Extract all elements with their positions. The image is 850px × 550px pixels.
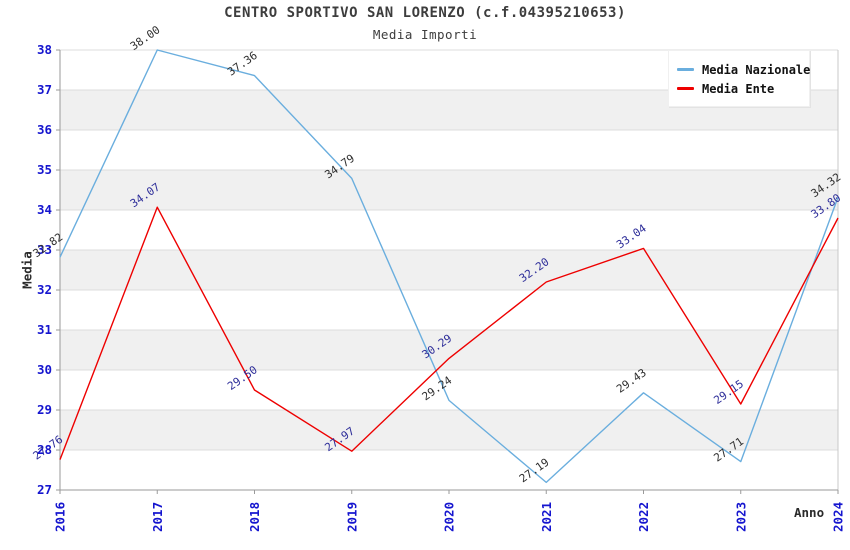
legend-line-swatch (677, 68, 694, 71)
x-tick-label: 2023 (733, 502, 748, 532)
data-point-label: 38.00 (128, 23, 163, 53)
x-tick-label: 2016 (53, 502, 68, 532)
legend: Media Nazionale Media Ente (668, 50, 810, 107)
background-band (60, 130, 838, 170)
legend-item-media-ente: Media Ente (677, 79, 801, 98)
x-tick-labels: 2016 2017 2018 2019 2020 2021 2022 2023 2024 (53, 490, 846, 532)
legend-label: Media Ente (702, 81, 775, 96)
y-tick-label: 35 (37, 162, 52, 177)
y-tick-label: 27 (37, 482, 52, 497)
background-band (60, 370, 838, 410)
series-line-media-nazionale (59, 49, 839, 484)
y-tick-label: 38 (37, 42, 52, 57)
legend-item-media-nazionale: Media Nazionale (677, 60, 810, 79)
background-band (60, 250, 838, 290)
y-tick-label: 34 (37, 202, 52, 217)
series-line-media-ente (59, 206, 839, 460)
background-band (60, 170, 838, 210)
y-tick-label: 32 (37, 282, 52, 297)
y-tick-label: 36 (37, 122, 52, 137)
y-tick-label: 29 (37, 402, 52, 417)
y-tick-label: 37 (37, 82, 52, 97)
y-gridlines (56, 49, 838, 491)
x-tick-label: 2020 (442, 502, 457, 532)
y-tick-label: 28 (37, 442, 52, 457)
y-tick-labels: 27 28 29 30 31 32 33 34 35 36 37 38 (37, 42, 52, 497)
background-band (60, 210, 838, 250)
background-band (60, 330, 838, 370)
legend-line-swatch (677, 87, 694, 90)
y-axis-title: Media (19, 251, 35, 289)
chart-subtitle: Media Importi (372, 27, 478, 42)
x-axis-title: Anno (794, 505, 825, 520)
x-tick-label: 2017 (150, 502, 165, 532)
y-tick-label: 30 (37, 362, 52, 377)
background-band (60, 410, 838, 450)
y-tick-label: 31 (37, 322, 52, 337)
legend-label: Media Nazionale (702, 62, 811, 77)
x-tick-label: 2019 (344, 502, 359, 532)
chart-title: CENTRO SPORTIVO SAN LORENZO (c.f.0439521… (224, 5, 626, 21)
x-tick-label: 2021 (539, 502, 554, 532)
x-tick-label: 2018 (247, 502, 262, 532)
background-band (60, 450, 838, 490)
x-tick-label: 2022 (636, 502, 651, 532)
background-band (60, 290, 838, 330)
x-tick-label: 2024 (831, 502, 846, 532)
plot-background-bands (60, 50, 838, 490)
y-tick-label: 33 (37, 242, 52, 257)
